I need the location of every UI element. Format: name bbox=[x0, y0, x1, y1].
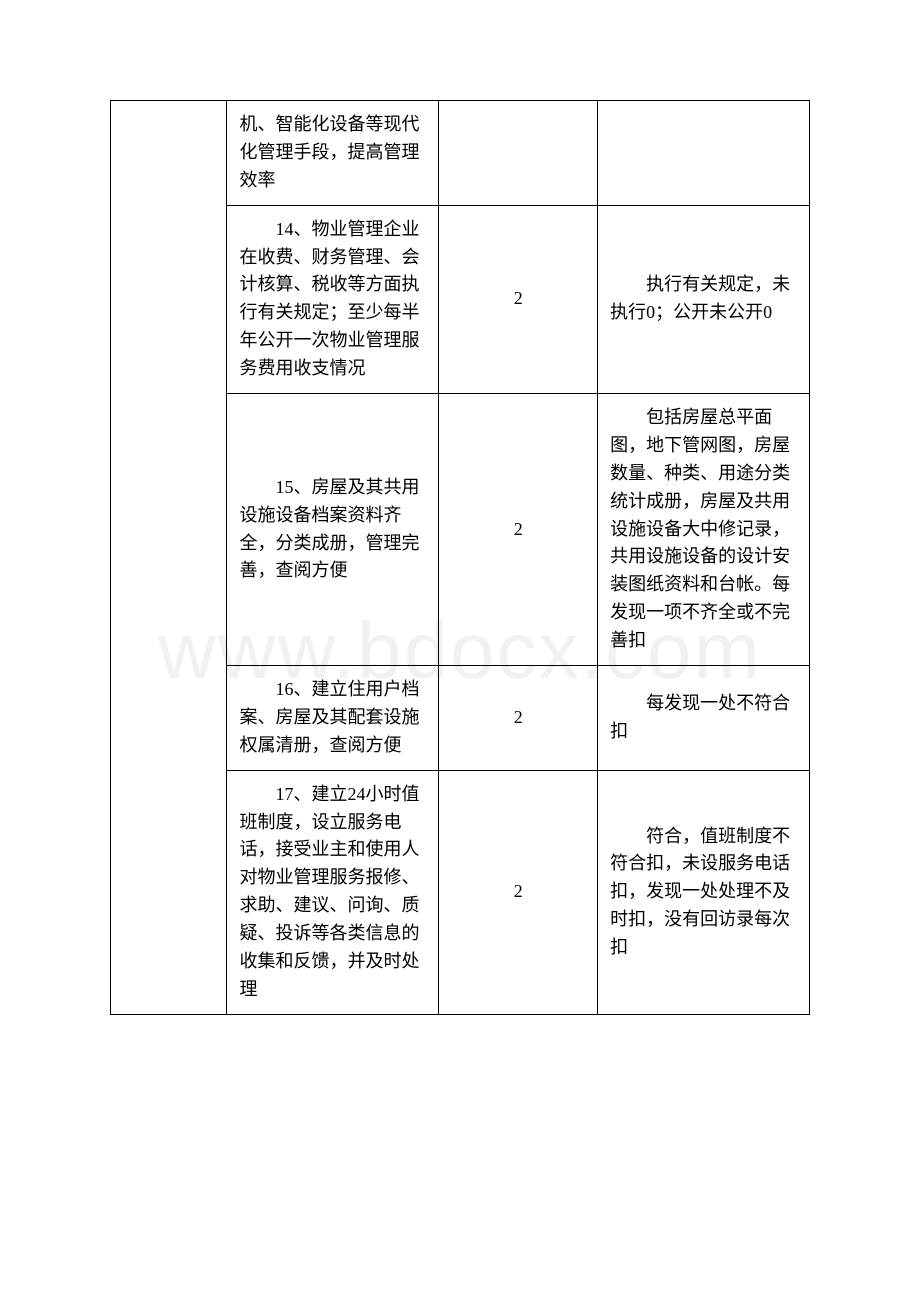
cell-note: 符合，值班制度不符合扣，未设服务电话扣，发现一处处理不及时扣，没有回访录每次扣 bbox=[598, 770, 810, 1014]
cell-score: 2 bbox=[439, 770, 598, 1014]
cell-category bbox=[111, 101, 227, 1015]
cell-item: 14、物业管理企业在收费、财务管理、会计核算、税收等方面执行有关规定；至少每半年… bbox=[227, 205, 439, 393]
cell-item: 16、建立住用户档案、房屋及其配套设施权属清册，查阅方便 bbox=[227, 666, 439, 771]
evaluation-table: 机、智能化设备等现代化管理手段，提高管理效率 14、物业管理企业在收费、财务管理… bbox=[110, 100, 810, 1015]
page-container: www.bdocx.com 机、智能化设备等现代化管理手段，提高管理效率 14、… bbox=[0, 0, 920, 1302]
cell-score: 2 bbox=[439, 666, 598, 771]
cell-note: 每发现一处不符合扣 bbox=[598, 666, 810, 771]
cell-note bbox=[598, 101, 810, 206]
table-row: 机、智能化设备等现代化管理手段，提高管理效率 bbox=[111, 101, 810, 206]
cell-score: 2 bbox=[439, 205, 598, 393]
cell-note: 包括房屋总平面图，地下管网图，房屋数量、种类、用途分类统计成册，房屋及共用设施设… bbox=[598, 394, 810, 666]
cell-item: 17、建立24小时值班制度，设立服务电话，接受业主和使用人对物业管理服务报修、求… bbox=[227, 770, 439, 1014]
cell-item: 机、智能化设备等现代化管理手段，提高管理效率 bbox=[227, 101, 439, 206]
cell-score bbox=[439, 101, 598, 206]
cell-score: 2 bbox=[439, 394, 598, 666]
cell-note: 执行有关规定，未执行0；公开未公开0 bbox=[598, 205, 810, 393]
cell-item: 15、房屋及其共用设施设备档案资料齐全，分类成册，管理完善，查阅方便 bbox=[227, 394, 439, 666]
